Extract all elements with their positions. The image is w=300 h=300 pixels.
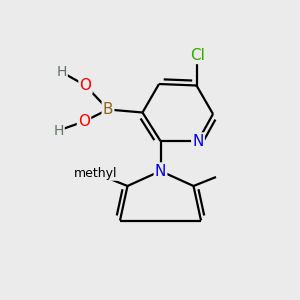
Text: B: B (103, 102, 113, 117)
Text: Cl: Cl (190, 48, 206, 63)
Text: O: O (78, 114, 90, 129)
Text: N: N (155, 164, 166, 178)
Text: O: O (80, 78, 92, 93)
Text: methyl: methyl (74, 167, 118, 181)
Text: N: N (192, 134, 204, 148)
Text: H: H (53, 124, 64, 137)
Text: H: H (56, 65, 67, 79)
